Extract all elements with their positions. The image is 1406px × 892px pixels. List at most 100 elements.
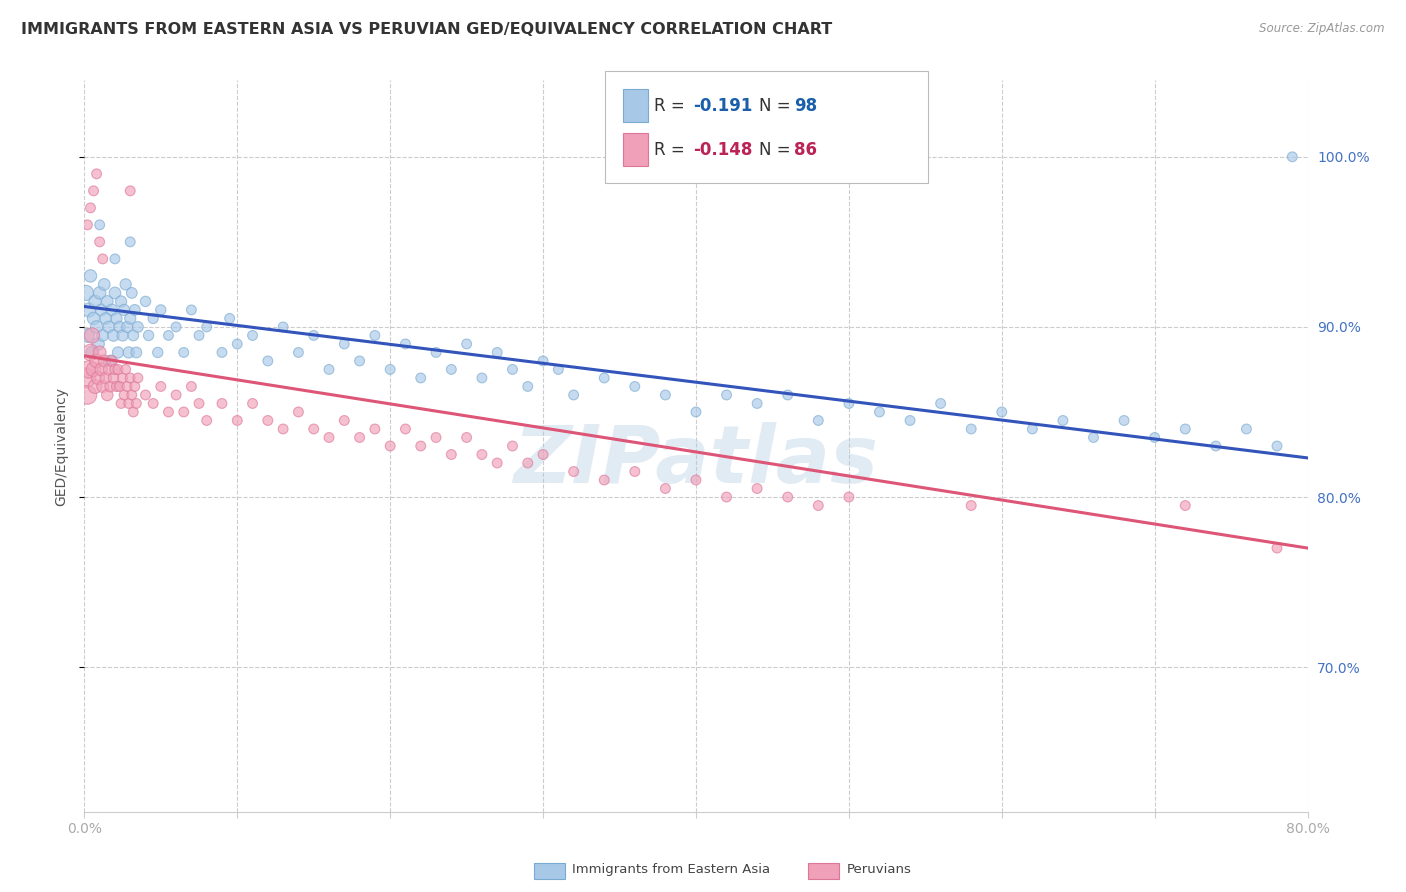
Point (302, 328, 325, 343)
Point (90, 362, 112, 376)
Point (108, 379, 131, 393)
Point (364, 328, 387, 343)
Point (409, 371, 432, 385)
Point (486, 345, 509, 359)
Point (114, 362, 136, 376)
Point (112, 388, 135, 402)
Point (115, 379, 138, 393)
Point (157, 405, 180, 419)
Point (77, 302, 100, 317)
Point (287, 345, 309, 359)
Point (76, 388, 98, 402)
Point (118, 345, 141, 359)
Point (77, 362, 100, 376)
Point (425, 430, 447, 444)
Point (838, 490, 860, 504)
Point (79, 345, 101, 359)
Point (456, 430, 478, 444)
Point (149, 379, 172, 393)
Point (226, 413, 249, 427)
Y-axis label: GED/Equivalency: GED/Equivalency (55, 386, 69, 506)
Point (138, 328, 160, 343)
Point (394, 337, 416, 351)
Point (94, 311, 117, 326)
Point (547, 362, 569, 376)
Point (96, 388, 118, 402)
Point (124, 302, 146, 317)
Point (89, 235, 111, 249)
Point (124, 379, 146, 393)
Point (456, 337, 478, 351)
Text: R =: R = (654, 141, 690, 159)
Point (1174, 422, 1197, 436)
Point (103, 328, 125, 343)
Point (349, 430, 371, 444)
Point (84, 294, 107, 309)
Point (380, 439, 402, 453)
Point (93, 354, 115, 368)
Point (257, 354, 280, 368)
Point (838, 396, 860, 410)
Point (91, 252, 114, 266)
Point (180, 302, 202, 317)
Point (122, 405, 145, 419)
Point (685, 405, 707, 419)
Point (86, 320, 108, 334)
Point (84, 379, 107, 393)
Point (1021, 422, 1043, 436)
Point (1052, 413, 1074, 427)
Point (120, 371, 142, 385)
Text: 98: 98 (794, 96, 817, 114)
Point (747, 482, 769, 496)
Text: ZIPatlas: ZIPatlas (513, 422, 879, 500)
Point (624, 379, 647, 393)
Point (86, 354, 108, 368)
Point (98, 379, 121, 393)
Point (115, 320, 138, 334)
Point (104, 285, 127, 300)
Point (111, 328, 134, 343)
Point (195, 320, 218, 334)
Point (180, 379, 202, 393)
Point (960, 422, 983, 436)
Point (593, 371, 616, 385)
Point (1281, 150, 1303, 164)
Point (531, 354, 554, 368)
Point (440, 362, 463, 376)
Point (101, 302, 124, 317)
Point (80, 345, 103, 359)
Point (90, 302, 112, 317)
Point (898, 413, 921, 427)
Point (333, 413, 356, 427)
Point (1174, 499, 1197, 513)
Point (87, 337, 110, 351)
Point (502, 362, 524, 376)
Point (716, 388, 738, 402)
Point (471, 371, 494, 385)
Point (929, 396, 952, 410)
Point (394, 422, 416, 436)
Point (91, 379, 114, 393)
Point (108, 320, 131, 334)
Point (211, 345, 233, 359)
Point (97, 320, 120, 334)
Text: Immigrants from Eastern Asia: Immigrants from Eastern Asia (572, 863, 770, 876)
Point (75, 285, 97, 300)
Point (120, 235, 142, 249)
Text: IMMIGRANTS FROM EASTERN ASIA VS PERUVIAN GED/EQUIVALENCY CORRELATION CHART: IMMIGRANTS FROM EASTERN ASIA VS PERUVIAN… (21, 22, 832, 37)
Point (79, 201, 101, 215)
Point (1265, 541, 1288, 555)
Point (107, 345, 129, 359)
Point (105, 379, 128, 393)
Point (83, 362, 105, 376)
Point (807, 413, 830, 427)
Point (654, 482, 676, 496)
Text: -0.148: -0.148 (693, 141, 752, 159)
Text: -0.191: -0.191 (693, 96, 752, 114)
Point (86, 167, 108, 181)
Point (125, 345, 148, 359)
Point (271, 320, 294, 334)
Point (96, 294, 118, 309)
Point (531, 448, 554, 462)
Point (101, 354, 124, 368)
